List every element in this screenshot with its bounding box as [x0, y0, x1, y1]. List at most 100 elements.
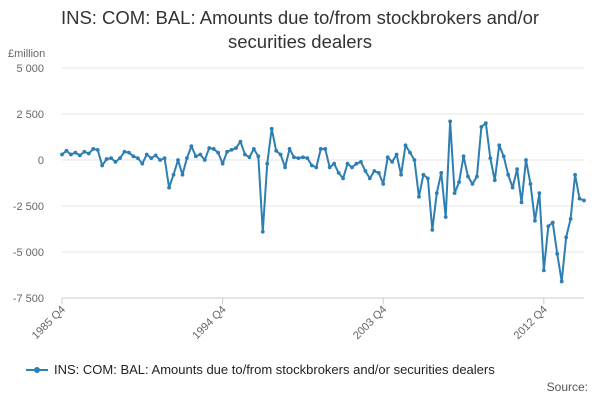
legend[interactable]: INS: COM: BAL: Amounts due to/from stock…: [26, 362, 495, 377]
data-point[interactable]: [448, 119, 453, 124]
data-point[interactable]: [390, 159, 395, 164]
data-point[interactable]: [318, 147, 323, 151]
data-point[interactable]: [220, 161, 225, 166]
data-point[interactable]: [577, 196, 582, 201]
data-point[interactable]: [372, 169, 377, 173]
data-point[interactable]: [95, 147, 100, 152]
data-point[interactable]: [301, 155, 305, 160]
data-point[interactable]: [399, 172, 403, 177]
data-point[interactable]: [510, 185, 515, 190]
data-point[interactable]: [363, 169, 368, 173]
data-point[interactable]: [118, 156, 122, 161]
data-point[interactable]: [153, 153, 158, 158]
data-point[interactable]: [403, 143, 408, 148]
data-point[interactable]: [91, 147, 96, 151]
data-point[interactable]: [555, 251, 560, 256]
data-point[interactable]: [492, 178, 497, 183]
data-point[interactable]: [296, 156, 301, 161]
data-point[interactable]: [425, 176, 430, 181]
data-point[interactable]: [77, 153, 82, 158]
data-point[interactable]: [149, 156, 154, 161]
data-point[interactable]: [488, 156, 493, 161]
data-point[interactable]: [265, 161, 270, 166]
data-point[interactable]: [421, 172, 426, 177]
data-point[interactable]: [225, 149, 229, 154]
data-point[interactable]: [354, 161, 359, 166]
data-point[interactable]: [470, 182, 475, 186]
data-point[interactable]: [109, 156, 113, 161]
data-point[interactable]: [256, 154, 261, 159]
data-point[interactable]: [417, 194, 421, 199]
data-point[interactable]: [336, 170, 341, 175]
data-point[interactable]: [309, 163, 314, 168]
data-point[interactable]: [278, 152, 283, 157]
data-point[interactable]: [483, 121, 488, 126]
data-point[interactable]: [171, 172, 176, 177]
data-point[interactable]: [376, 170, 381, 175]
data-point[interactable]: [86, 151, 91, 156]
data-point[interactable]: [515, 167, 519, 172]
data-point[interactable]: [461, 154, 466, 159]
data-point[interactable]: [64, 148, 69, 153]
data-point[interactable]: [260, 229, 265, 234]
data-point[interactable]: [564, 235, 569, 240]
data-point[interactable]: [501, 154, 506, 159]
data-point[interactable]: [537, 191, 542, 196]
data-point[interactable]: [185, 156, 189, 161]
data-point[interactable]: [528, 182, 533, 186]
data-point[interactable]: [345, 161, 350, 166]
data-point[interactable]: [104, 157, 109, 161]
data-point[interactable]: [193, 154, 198, 159]
data-point[interactable]: [216, 150, 221, 155]
data-point[interactable]: [73, 150, 78, 155]
data-point[interactable]: [274, 148, 279, 153]
data-point[interactable]: [550, 220, 555, 225]
data-point[interactable]: [100, 163, 105, 168]
data-point[interactable]: [332, 161, 337, 166]
data-point[interactable]: [573, 172, 577, 177]
data-point[interactable]: [541, 268, 546, 273]
data-point[interactable]: [176, 158, 180, 162]
data-point[interactable]: [207, 146, 212, 150]
data-point[interactable]: [158, 158, 163, 162]
data-point[interactable]: [229, 147, 234, 152]
data-point[interactable]: [113, 159, 118, 164]
data-point[interactable]: [385, 155, 390, 160]
data-point[interactable]: [452, 191, 457, 196]
data-point[interactable]: [546, 224, 551, 229]
data-point[interactable]: [189, 144, 194, 149]
data-point[interactable]: [457, 180, 461, 184]
data-point[interactable]: [367, 176, 372, 181]
data-point[interactable]: [497, 143, 502, 148]
data-point[interactable]: [140, 161, 145, 166]
data-point[interactable]: [359, 159, 363, 164]
data-point[interactable]: [475, 174, 479, 179]
data-point[interactable]: [243, 152, 247, 157]
data-point[interactable]: [269, 126, 274, 131]
data-point[interactable]: [412, 158, 417, 162]
data-point[interactable]: [466, 174, 470, 179]
data-point[interactable]: [524, 158, 528, 162]
data-point[interactable]: [479, 124, 484, 129]
data-point[interactable]: [443, 215, 448, 219]
data-point[interactable]: [122, 149, 127, 154]
data-point[interactable]: [202, 158, 207, 162]
data-point[interactable]: [323, 147, 328, 151]
data-point[interactable]: [69, 152, 73, 157]
data-point[interactable]: [60, 152, 64, 157]
data-point[interactable]: [381, 182, 386, 186]
data-point[interactable]: [251, 147, 256, 151]
data-point[interactable]: [144, 152, 149, 157]
data-point[interactable]: [506, 172, 511, 177]
data-point[interactable]: [408, 150, 412, 155]
data-point[interactable]: [238, 139, 243, 144]
data-point[interactable]: [314, 165, 319, 170]
data-point[interactable]: [167, 185, 171, 190]
data-point[interactable]: [568, 216, 573, 221]
data-point[interactable]: [292, 155, 296, 160]
data-point[interactable]: [582, 198, 586, 203]
data-point[interactable]: [234, 146, 238, 150]
data-point[interactable]: [327, 165, 332, 170]
data-point[interactable]: [198, 152, 203, 157]
data-point[interactable]: [127, 150, 131, 155]
